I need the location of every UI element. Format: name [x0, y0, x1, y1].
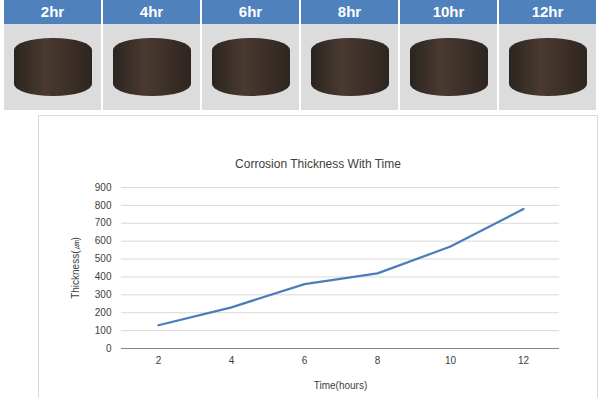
svg-text:100: 100 — [95, 325, 112, 336]
svg-text:12: 12 — [518, 355, 530, 366]
html-text:Corrosion Thickness With Time: Corrosion Thickness With Time — [235, 157, 401, 171]
html-text:12hr: 12hr — [531, 3, 564, 20]
html-text:10hr: 10hr — [432, 3, 465, 20]
html-text:2hr: 2hr — [40, 3, 65, 20]
svg-text:500: 500 — [95, 253, 112, 264]
svg-text:6: 6 — [302, 355, 308, 366]
svg-text:10: 10 — [445, 355, 457, 366]
svg-text:200: 200 — [95, 307, 112, 318]
svg-text:800: 800 — [95, 200, 112, 211]
svg-text:4: 4 — [229, 355, 235, 366]
html-text:4hr: 4hr — [139, 3, 164, 20]
svg-text:Time(hours): Time(hours) — [314, 380, 368, 391]
svg-text:300: 300 — [95, 289, 112, 300]
svg-text:2: 2 — [156, 355, 162, 366]
html-text:8hr: 8hr — [337, 3, 362, 20]
svg-text:600: 600 — [95, 235, 112, 246]
svg-text:8: 8 — [375, 355, 381, 366]
svg-text:400: 400 — [95, 271, 112, 282]
svg-text:0: 0 — [106, 343, 112, 354]
html-text:6hr: 6hr — [238, 3, 263, 20]
svg-text:900: 900 — [95, 182, 112, 193]
svg-text:Thickness(㎛): Thickness(㎛) — [70, 237, 81, 299]
svg-text:700: 700 — [95, 217, 112, 228]
